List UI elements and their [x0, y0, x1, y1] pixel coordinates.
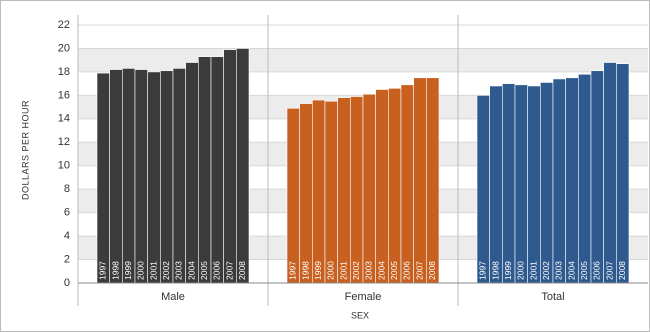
grid-band [78, 48, 648, 72]
bar [134, 69, 148, 284]
bar [337, 97, 351, 284]
bar-year-label: 1997 [288, 261, 298, 280]
y-tick-label: 14 [58, 113, 70, 125]
bar-year-label: 2001 [148, 261, 158, 280]
bar [552, 78, 566, 284]
bar [312, 99, 326, 284]
y-tick-label: 4 [64, 230, 70, 242]
bar [590, 70, 604, 284]
bar-year-label: 2002 [351, 261, 361, 280]
y-tick-label: 16 [58, 89, 70, 101]
y-tick-label: 20 [58, 42, 70, 54]
bar-year-label: 2002 [161, 261, 171, 280]
bar-year-label: 2004 [566, 261, 576, 280]
bar [388, 88, 402, 284]
bar [502, 83, 516, 284]
bar-year-label: 2006 [402, 261, 412, 280]
bar [565, 77, 579, 284]
bar [96, 72, 110, 284]
bar [286, 107, 300, 284]
bar-year-label: 2005 [199, 261, 209, 280]
group-label: Male [161, 291, 185, 303]
y-tick-label: 2 [64, 253, 70, 265]
bar [476, 95, 490, 284]
bar-year-label: 2000 [326, 261, 336, 280]
y-tick-label: 0 [64, 277, 70, 289]
bar [514, 84, 528, 284]
bar-year-label: 2002 [541, 261, 551, 280]
bar [375, 89, 389, 284]
y-axis-label: DOLLARS PER HOUR [20, 100, 30, 200]
bar-year-label: 2008 [617, 261, 627, 280]
y-tick-label: 6 [64, 207, 70, 219]
bar-year-label: 1998 [110, 261, 120, 280]
bar-year-label: 2000 [516, 261, 526, 280]
bar [172, 68, 186, 284]
bar [160, 70, 174, 284]
bar-year-label: 2005 [579, 261, 589, 280]
bar [324, 100, 338, 284]
bar [426, 77, 440, 284]
bar [147, 71, 161, 284]
bar [198, 56, 212, 284]
bar-year-label: 2003 [174, 261, 184, 280]
bar-year-label: 2006 [592, 261, 602, 280]
bar-year-label: 2003 [364, 261, 374, 280]
bar-year-label: 2004 [376, 261, 386, 280]
bar-year-label: 1999 [313, 261, 323, 280]
group-label: Total [541, 291, 564, 303]
bar-year-label: 2007 [604, 261, 614, 280]
bar-year-label: 1999 [123, 261, 133, 280]
bar [616, 63, 630, 284]
bar-year-label: 2008 [237, 261, 247, 280]
bar [362, 93, 376, 284]
y-tick-label: 22 [58, 19, 70, 31]
bar [578, 73, 592, 284]
bar-year-label: 2001 [338, 261, 348, 280]
bar [122, 68, 136, 284]
bar-year-label: 2006 [212, 261, 222, 280]
bar [299, 103, 313, 284]
bar [400, 84, 414, 284]
bar [489, 85, 503, 284]
bar-year-label: 1998 [300, 261, 310, 280]
y-tick-label: 10 [58, 160, 70, 172]
bar-year-label: 2000 [136, 261, 146, 280]
bar [350, 96, 364, 284]
y-tick-label: 8 [64, 183, 70, 195]
bar-year-label: 2008 [427, 261, 437, 280]
bar-year-label: 1997 [478, 261, 488, 280]
bar-year-label: 1999 [503, 261, 513, 280]
bar-year-label: 2003 [554, 261, 564, 280]
bar-year-label: 1997 [98, 261, 108, 280]
bar [413, 77, 427, 284]
bar [603, 62, 617, 284]
bar-year-label: 2005 [389, 261, 399, 280]
bar [185, 62, 199, 284]
bar [236, 48, 250, 284]
bar-year-label: 2007 [414, 261, 424, 280]
x-axis-label: SEX [351, 310, 369, 320]
bar-year-label: 2007 [224, 261, 234, 280]
bar [109, 69, 123, 284]
bar-year-label: 2004 [186, 261, 196, 280]
bar [540, 82, 554, 284]
bar [527, 85, 541, 284]
bar [210, 56, 224, 284]
bar-year-label: 1998 [490, 261, 500, 280]
group-label: Female [345, 291, 382, 303]
y-tick-label: 12 [58, 136, 70, 148]
bar [223, 49, 237, 284]
bar-year-label: 2001 [528, 261, 538, 280]
y-tick-label: 18 [58, 66, 70, 78]
